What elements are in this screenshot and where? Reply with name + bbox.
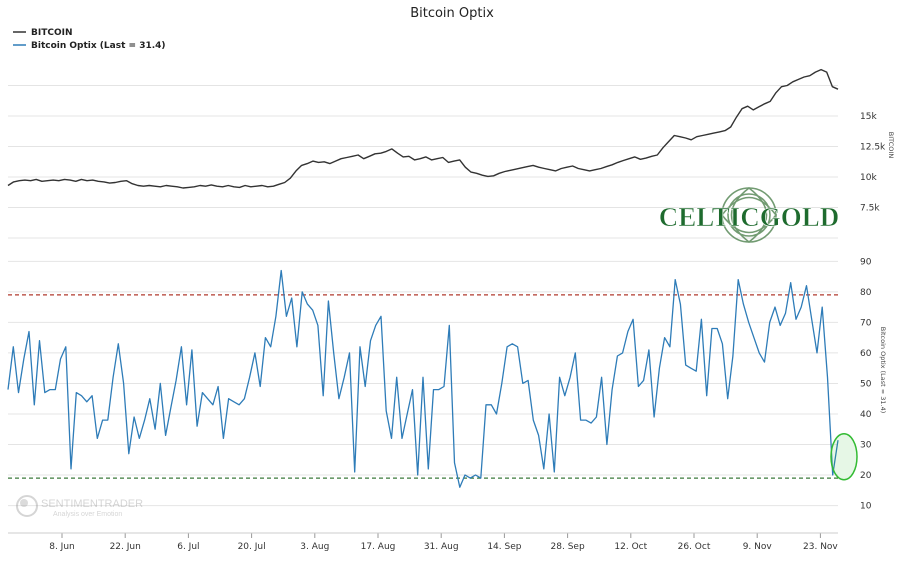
- legend: BITCOIN Bitcoin Optix (Last = 31.4): [13, 28, 166, 51]
- upper-panel-ticks: 15k 12.5k 10k 7.5k: [860, 112, 886, 214]
- legend-label-optix: Bitcoin Optix (Last = 31.4): [31, 41, 166, 51]
- upper-tick-label: 10k: [860, 173, 877, 183]
- x-tick-label: 22. Jun: [110, 542, 141, 552]
- celtic-knot-icon: [720, 186, 778, 244]
- lower-tick-label: 90: [860, 257, 872, 267]
- sentimentrader-tagline: Analysis over Emotion: [53, 511, 122, 518]
- lower-tick-label: 80: [860, 288, 872, 298]
- x-tick-label: 28. Sep: [551, 542, 585, 552]
- x-tick-label: 26. Oct: [678, 542, 711, 552]
- lower-tick-label: 70: [860, 318, 872, 328]
- x-tick-label: 6. Jul: [177, 542, 199, 552]
- x-tick-label: 31. Aug: [424, 542, 459, 552]
- sentimentrader-watermark: SENTIMENTRADER Analysis over Emotion: [16, 495, 143, 518]
- upper-tick-label: 12.5k: [860, 143, 886, 153]
- bitcoin-series-line: [7, 68, 839, 189]
- lower-tick-label: 50: [860, 379, 872, 389]
- x-tick-label: 14. Sep: [487, 542, 521, 552]
- x-tick-label: 20. Jul: [238, 542, 266, 552]
- optix-series-line: [7, 269, 839, 488]
- x-tick-label: 9. Nov: [743, 542, 773, 552]
- celticgold-wordmark: CELTICGOLD: [659, 202, 840, 232]
- x-tick-label: 23. Nov: [803, 542, 838, 552]
- celticgold-logo: CELTICGOLD: [658, 186, 840, 244]
- upper-tick-label: 7.5k: [860, 204, 880, 214]
- upper-panel-gridlines: [8, 85, 838, 239]
- sentimentrader-wordmark: SENTIMENTRADER: [41, 498, 143, 510]
- lower-tick-label: 10: [860, 502, 872, 512]
- lower-panel-ticks: 90 80 70 60 50 40 30 20 10: [860, 257, 872, 511]
- lower-tick-label: 60: [860, 349, 872, 359]
- lower-tick-label: 20: [860, 471, 872, 481]
- x-tick-label: 8. Jun: [49, 542, 75, 552]
- lower-tick-label: 40: [860, 410, 872, 420]
- sentimentrader-logo-dot-icon: [20, 499, 28, 507]
- x-tick-label: 12. Oct: [614, 542, 647, 552]
- upper-axis-label: BITCOIN: [887, 132, 895, 159]
- lower-axis-label: Bitcoin Optix (Last = 31.4): [879, 327, 887, 414]
- legend-label-bitcoin: BITCOIN: [31, 28, 72, 38]
- optix-highlight-marker: [830, 432, 858, 481]
- lower-tick-label: 30: [860, 441, 872, 451]
- x-tick-label: 17. Aug: [361, 542, 396, 552]
- x-axis-ticks: 8. Jun 22. Jun 6. Jul 20. Jul 3. Aug 17. Aug 3…: [8, 532, 838, 552]
- chart-title: Bitcoin Optix: [410, 6, 494, 21]
- sentimentrader-logo-icon: [16, 495, 38, 517]
- x-tick-label: 3. Aug: [300, 542, 329, 552]
- upper-tick-label: 15k: [860, 112, 877, 122]
